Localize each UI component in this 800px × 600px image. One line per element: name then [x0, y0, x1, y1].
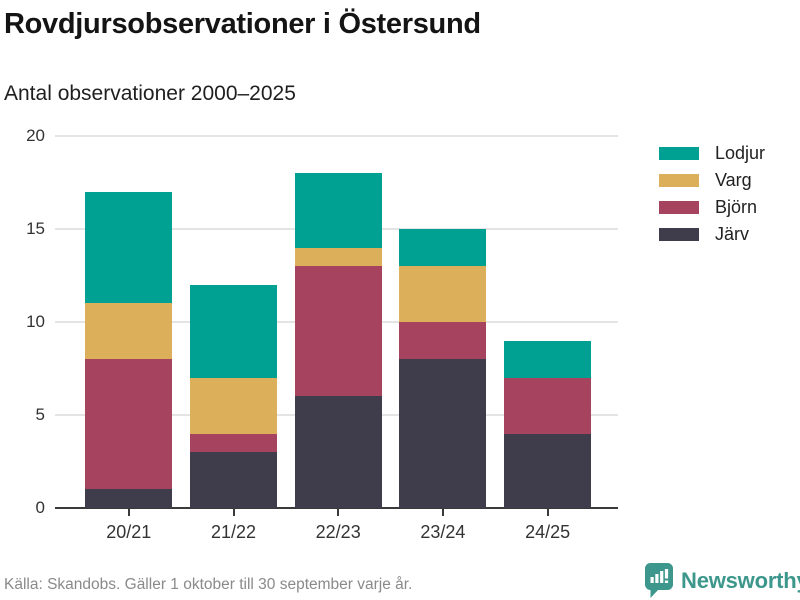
bar-segment-20/21-Björn	[85, 359, 173, 490]
legend-swatch-Björn	[659, 200, 699, 214]
x-tick-label-24/25: 24/25	[525, 522, 571, 542]
bar-segment-23/24-Varg	[399, 266, 487, 323]
legend-label-Järv: Järv	[715, 224, 750, 244]
bar-20/21	[85, 136, 173, 508]
x-tick-24/25	[546, 508, 549, 516]
bar-segment-22/23-Björn	[294, 266, 382, 397]
x-tick-label-23/24: 23/24	[420, 522, 466, 542]
legend-label-Björn: Björn	[715, 197, 758, 217]
newsworthy-brand: Newsworthy	[645, 563, 800, 599]
bar-21/22	[190, 136, 277, 508]
bar-segment-21/22-Björn	[190, 433, 277, 453]
legend-item-Björn: Björn	[659, 197, 765, 217]
bar-segment-20/21-Järv	[85, 489, 173, 508]
gridline-y-20	[55, 135, 618, 137]
y-tick-label-10: 10	[26, 312, 45, 331]
x-tick-label-22/23: 22/23	[315, 522, 361, 542]
legend-swatch-Lodjur	[659, 146, 699, 160]
x-axis-line	[55, 507, 618, 509]
newsworthy-wordmark: Newsworthy	[681, 568, 800, 593]
y-tick-label-20: 20	[26, 126, 45, 145]
x-tick-label-21/22: 21/22	[210, 522, 257, 542]
bar-segment-22/23-Varg	[294, 247, 382, 267]
y-tick-label-5: 5	[35, 405, 45, 424]
legend-label-Varg: Varg	[715, 170, 752, 190]
bar-segment-23/24-Järv	[399, 359, 487, 508]
legend-swatch-Järv	[659, 227, 699, 241]
bar-segment-23/24-Björn	[399, 322, 487, 360]
legend-item-Lodjur: Lodjur	[659, 143, 766, 163]
legend-swatch-Varg	[659, 173, 699, 187]
x-tick-23/24	[441, 508, 444, 516]
x-tick-22/23	[337, 508, 340, 516]
plot-area: 20/21 21/22 22/23 23/24 24/25	[55, 135, 618, 542]
newsworthy-logo-icon	[645, 563, 673, 598]
bar-23/24	[399, 136, 487, 508]
bar-22/23	[294, 136, 382, 508]
bar-segment-21/22-Lodjur	[190, 284, 277, 378]
legend-item-Varg: Varg	[659, 170, 765, 190]
legend: Lodjur Varg Björn Järv	[659, 143, 766, 244]
y-tick-label-0: 0	[35, 498, 45, 517]
page-title: Rovdjursobservationer i Östersund	[4, 8, 481, 40]
source-note: Källa: Skandobs. Gäller 1 oktober till 3…	[4, 576, 413, 593]
x-tick-20/21	[127, 508, 130, 516]
x-tick-21/22	[232, 508, 235, 516]
bar-segment-21/22-Järv	[190, 452, 277, 508]
bar-segment-20/21-Varg	[85, 303, 173, 360]
bar-segment-23/24-Lodjur	[399, 229, 487, 267]
bar-segment-22/23-Järv	[294, 396, 382, 508]
x-tick-label-20/21: 20/21	[106, 522, 152, 542]
bar-segment-24/25-Järv	[504, 433, 592, 508]
bar-24/25	[504, 136, 592, 508]
chart-subtitle: Antal observationer 2000–2025	[4, 82, 296, 105]
legend-label-Lodjur: Lodjur	[715, 143, 766, 163]
bar-segment-20/21-Lodjur	[85, 191, 173, 304]
y-tick-label-15: 15	[26, 219, 45, 238]
bar-segment-21/22-Varg	[190, 377, 277, 434]
bar-segment-24/25-Björn	[504, 377, 592, 434]
bar-segment-22/23-Lodjur	[294, 173, 382, 248]
legend-item-Järv: Järv	[659, 224, 765, 244]
bar-segment-24/25-Lodjur	[504, 340, 592, 378]
